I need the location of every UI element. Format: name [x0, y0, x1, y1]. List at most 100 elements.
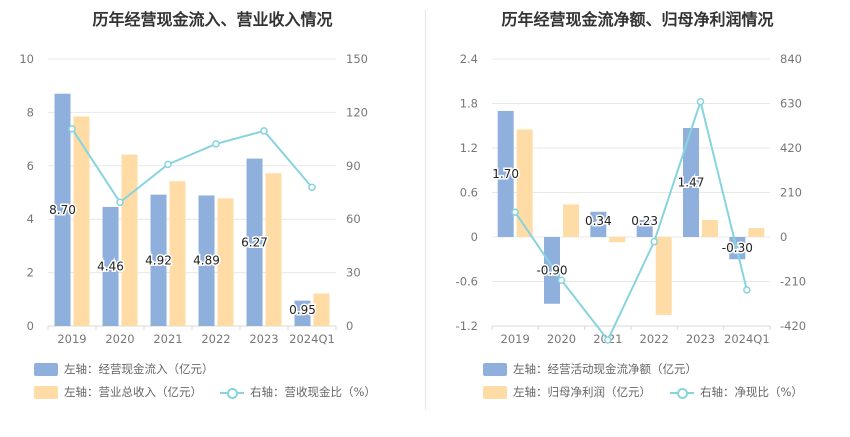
line-point	[116, 198, 124, 207]
legend-swatch-line	[220, 386, 244, 399]
left-axis-tick-label: 2.4	[460, 52, 478, 66]
right-axis-tick-label: -420	[780, 319, 806, 333]
bar-data-label: 0.95	[289, 303, 316, 317]
bar-series-2	[313, 293, 330, 326]
x-axis-tick-label: 2019	[501, 332, 530, 346]
line-point	[511, 208, 519, 216]
bar-data-label: 1.70	[492, 167, 519, 181]
legend-item-net-operating-cash[interactable]: 左轴：经营活动现金流净额（亿元）	[483, 361, 697, 377]
bar-series-2	[265, 173, 282, 326]
left-axis-tick-label: 1.2	[460, 141, 478, 155]
right-axis-tick-label: 420	[780, 141, 802, 155]
bar-series-2	[702, 219, 718, 237]
left-axis-tick-label: 1.8	[460, 97, 478, 111]
bar-data-label: 4.92	[145, 253, 172, 267]
x-axis-tick-label: 2021	[153, 332, 182, 346]
legend-swatch-orange	[34, 385, 58, 399]
chart-canvas: -1.2 -0.6 0 0.6 1.2 1.8 2.4 -420 -210 0 210 420 630 8…	[456, 52, 807, 346]
right-axis-tick-label: 0	[346, 319, 353, 333]
line-point	[164, 160, 172, 169]
x-axis-tick-label: 2022	[640, 332, 669, 346]
bar-data-label: 6.27	[241, 235, 268, 249]
right-axis-tick-label: 30	[346, 266, 361, 280]
x-axis-tick-label: 2020	[547, 332, 576, 346]
chart-title: 历年经营现金流入、营业收入情况	[92, 10, 333, 29]
line-point	[650, 237, 658, 246]
bar-series-2	[516, 129, 533, 237]
right-axis-tick-label: 120	[346, 105, 368, 119]
bar-series-1	[150, 194, 167, 326]
left-axis-tick-label: 10	[19, 52, 34, 66]
x-axis-tick-label: 2019	[57, 332, 86, 346]
chart-panel-cash-inflow-revenue: 历年经营现金流入、营业收入情况 0 2 4 6 8 10 0 30 60 90 120 150 2019…	[19, 10, 376, 400]
legend-swatch-blue	[483, 362, 507, 376]
right-axis-tick-label: 60	[346, 212, 361, 226]
x-axis-tick-label: 2022	[201, 332, 230, 346]
line-point	[743, 286, 751, 294]
bar-data-label: 1.47	[678, 175, 705, 189]
chart-panel-net-cash-net-profit: 历年经营现金流净额、归母净利润情况 -1.2 -0.6 0 0.6 1.2 1.8 2.4-…	[425, 0, 850, 437]
bar-series-1	[102, 206, 119, 326]
left-axis-tick-label: -1.2	[456, 319, 478, 333]
bar-series-1	[294, 300, 311, 326]
line-point	[68, 125, 76, 133]
left-axis-tick-label: 4	[27, 212, 34, 226]
legend-label: 左轴：经营活动现金流净额（亿元）	[513, 362, 697, 376]
bar-series-2	[748, 228, 765, 237]
right-axis-tick-label: 0	[780, 230, 787, 244]
bar-series-2	[217, 198, 234, 326]
bar-series-1	[683, 127, 699, 237]
bar-series-2	[73, 116, 90, 326]
bar-data-label: 4.46	[97, 259, 124, 273]
bar-series-1	[246, 158, 263, 326]
bar-data-label: 8.70	[49, 203, 76, 217]
left-axis-tick-label: 0	[27, 319, 34, 333]
legend-swatch-blue	[34, 362, 58, 376]
right-axis-tick-label: 630	[780, 97, 802, 111]
right-axis-tick-label: -210	[780, 275, 806, 289]
line-point	[308, 183, 316, 192]
legend-label: 右轴：营收现金比（%）	[250, 385, 376, 399]
legend-item-cash-inflow[interactable]: 左轴：经营现金流入（亿元）	[34, 361, 214, 377]
chart-canvas: 0 2 4 6 8 10 0 30 60 90 120 150 2019 2020 2021 2022 2023…	[19, 52, 368, 346]
bar-series-2	[169, 181, 186, 326]
bar-data-label: -0.30	[722, 241, 753, 255]
line-point	[557, 276, 566, 284]
legend-label: 右轴：净现比（%）	[700, 385, 803, 399]
x-axis-tick-label: 2020	[105, 332, 134, 346]
bar-series-1	[54, 93, 71, 327]
bar-series-2	[121, 154, 138, 326]
x-axis-tick-label: 2024Q1	[724, 332, 770, 346]
legend-item-cash-ratio[interactable]: 右轴：营收现金比（%）	[220, 384, 376, 400]
left-axis-tick-label: 0.6	[460, 186, 478, 200]
legend-label: 左轴：归母净利润（亿元）	[513, 385, 651, 399]
left-axis-tick-label: 0	[471, 230, 478, 244]
right-axis-tick-label: 840	[780, 52, 802, 66]
legend-item-net-profit[interactable]: 左轴：归母净利润（亿元）	[483, 384, 651, 400]
left-axis-tick-label: -0.6	[456, 275, 478, 289]
left-axis-tick-label: 2	[27, 266, 34, 280]
x-axis-tick-label: 2023	[249, 332, 278, 346]
left-axis-tick-label: 8	[27, 105, 34, 119]
line-point	[696, 97, 705, 106]
legend-item-net-cash-ratio[interactable]: 右轴：净现比（%）	[670, 384, 803, 400]
chart-title: 历年经营现金流净额、归母净利润情况	[501, 10, 774, 29]
bar-data-label: 0.23	[631, 214, 658, 228]
legend-swatch-line	[670, 386, 694, 399]
right-axis-tick-label: 150	[346, 52, 368, 66]
bar-series-1	[544, 237, 560, 304]
bar-data-label: 4.89	[193, 254, 220, 268]
legend-label: 左轴：营业总收入（亿元）	[64, 385, 202, 399]
left-axis-tick-label: 6	[27, 159, 34, 173]
bar-series-1	[497, 110, 514, 237]
x-axis-tick-label: 2023	[686, 332, 715, 346]
right-axis-tick-label: 90	[346, 159, 361, 173]
line-point	[604, 336, 612, 344]
legend-item-revenue[interactable]: 左轴：营业总收入（亿元）	[34, 384, 202, 400]
x-axis-tick-label: 2024Q1	[289, 332, 335, 346]
right-axis-tick-label: 210	[780, 186, 802, 200]
panel-divider	[425, 10, 426, 410]
bar-data-label: 0.34	[585, 214, 612, 228]
bar-series-1	[198, 195, 215, 326]
line-point	[212, 140, 220, 148]
